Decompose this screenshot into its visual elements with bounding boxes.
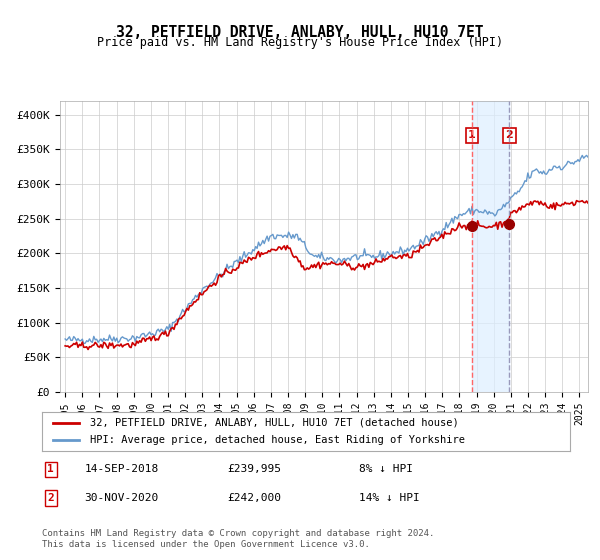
- Text: 14% ↓ HPI: 14% ↓ HPI: [359, 493, 419, 503]
- Text: HPI: Average price, detached house, East Riding of Yorkshire: HPI: Average price, detached house, East…: [89, 435, 464, 445]
- Bar: [472, 101, 509, 392]
- Text: 1: 1: [47, 464, 54, 474]
- Text: 2: 2: [506, 130, 514, 141]
- Text: Contains HM Land Registry data © Crown copyright and database right 2024.
This d: Contains HM Land Registry data © Crown c…: [42, 529, 434, 549]
- Text: 2: 2: [47, 493, 54, 503]
- Text: 14-SEP-2018: 14-SEP-2018: [84, 464, 158, 474]
- Text: £239,995: £239,995: [227, 464, 281, 474]
- Text: 32, PETFIELD DRIVE, ANLABY, HULL, HU10 7ET: 32, PETFIELD DRIVE, ANLABY, HULL, HU10 7…: [116, 25, 484, 40]
- Text: 8% ↓ HPI: 8% ↓ HPI: [359, 464, 413, 474]
- Text: Price paid vs. HM Land Registry's House Price Index (HPI): Price paid vs. HM Land Registry's House …: [97, 36, 503, 49]
- Text: 32, PETFIELD DRIVE, ANLABY, HULL, HU10 7ET (detached house): 32, PETFIELD DRIVE, ANLABY, HULL, HU10 7…: [89, 418, 458, 428]
- Text: £242,000: £242,000: [227, 493, 281, 503]
- Text: 30-NOV-2020: 30-NOV-2020: [84, 493, 158, 503]
- Text: 1: 1: [468, 130, 475, 141]
